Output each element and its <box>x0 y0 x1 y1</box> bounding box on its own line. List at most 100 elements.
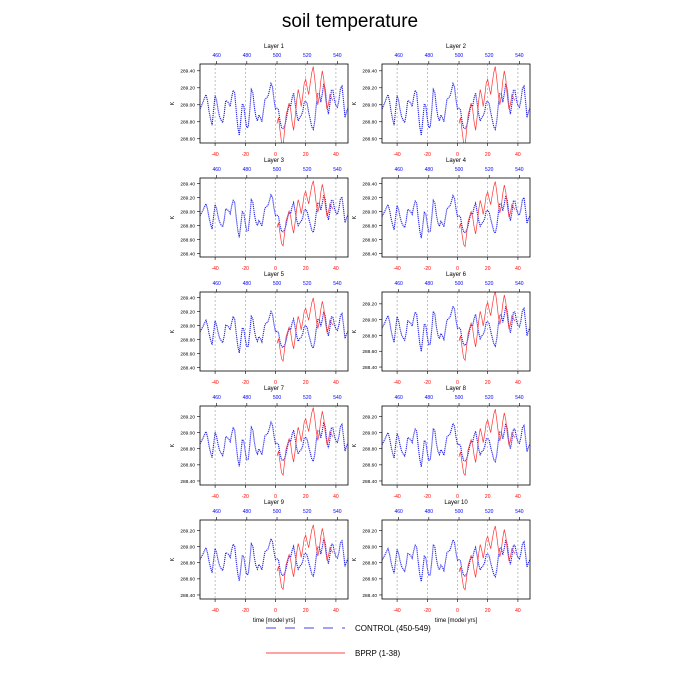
x-tick-label-bottom: 20 <box>485 266 491 272</box>
x-tick-label-bottom: -40 <box>393 152 400 158</box>
panel-title: Layer 7 <box>264 386 285 392</box>
x-tick-label-bottom: -40 <box>393 608 400 614</box>
y-tick-label: 289.20 <box>362 302 377 308</box>
y-tick-label: 289.20 <box>362 195 377 201</box>
x-tick-label-top: 540 <box>515 167 524 173</box>
panels-grid: Layer 1 -40 -20 0 20 40 460 480 500 520 540 288.60 2… <box>170 44 531 624</box>
y-tick-label: 288.60 <box>180 237 195 243</box>
x-tick-label-bottom: 40 <box>515 494 521 500</box>
x-tick-label-top: 500 <box>455 509 464 515</box>
y-tick-label: 288.60 <box>362 137 377 143</box>
y-tick-label: 288.80 <box>180 337 195 343</box>
x-tick-label-top: 480 <box>425 53 434 59</box>
y-tick-label: 288.40 <box>180 251 195 257</box>
x-tick-label-bottom: 20 <box>303 380 309 386</box>
y-tick-label: 289.40 <box>362 181 377 187</box>
x-tick-label-bottom: 20 <box>485 608 491 614</box>
x-tick-label-top: 480 <box>425 509 434 515</box>
x-tick-label-bottom: -40 <box>211 152 218 158</box>
x-tick-label-bottom: -20 <box>242 266 249 272</box>
legend: CONTROL (450-549) BPRP (1-38) <box>266 624 431 658</box>
x-tick-label-top: 500 <box>455 395 464 401</box>
x-tick-label-top: 460 <box>212 281 221 287</box>
x-tick-label-top: 500 <box>455 53 464 59</box>
y-tick-label: 289.20 <box>362 414 377 420</box>
y-tick-label: 289.00 <box>180 544 195 550</box>
x-tick-label-top: 540 <box>333 281 342 287</box>
y-tick-label: 288.80 <box>180 223 195 229</box>
y-tick-label: 288.80 <box>362 561 377 567</box>
x-tick-label-bottom: 40 <box>333 152 339 158</box>
x-tick-label-bottom: -20 <box>424 152 431 158</box>
x-tick-label-bottom: -20 <box>242 494 249 500</box>
y-tick-label: 288.80 <box>362 120 377 126</box>
series-control-line <box>382 81 530 136</box>
y-tick-label: 288.60 <box>180 351 195 357</box>
y-tick-label: 288.40 <box>362 365 377 371</box>
x-tick-label-top: 500 <box>455 281 464 287</box>
x-tick-label-bottom: 40 <box>515 608 521 614</box>
plot-frame <box>381 519 531 600</box>
x-tick-label-bottom: 0 <box>456 494 459 500</box>
x-tick-label-bottom: -20 <box>242 380 249 386</box>
panel-4: Layer 4 -40 -20 0 20 40 460 480 500 520 540 288.40 2… <box>352 158 531 272</box>
x-axis-label: time [model yrs] <box>253 618 296 624</box>
x-tick-label-top: 480 <box>243 281 252 287</box>
x-tick-label-top: 480 <box>425 281 434 287</box>
x-tick-label-bottom: 20 <box>303 608 309 614</box>
plot-frame <box>381 63 531 144</box>
x-tick-label-top: 520 <box>485 167 494 173</box>
x-tick-label-top: 460 <box>212 395 221 401</box>
plot-frame <box>199 519 349 600</box>
x-tick-label-bottom: 0 <box>274 494 277 500</box>
series-bprp-line <box>458 409 516 477</box>
x-tick-label-top: 520 <box>485 509 494 515</box>
panel-9: Layer 9 -40 -20 0 20 40 460 480 500 520 540 288.40 2… <box>170 500 349 624</box>
x-tick-label-top: 460 <box>394 395 403 401</box>
y-tick-label: 288.80 <box>180 561 195 567</box>
y-tick-label: 288.40 <box>362 479 377 485</box>
y-tick-label: 289.40 <box>362 69 377 75</box>
x-axis-label: time [model yrs] <box>435 618 478 624</box>
panel-title: Layer 6 <box>446 272 467 278</box>
x-tick-label-top: 520 <box>485 281 494 287</box>
y-axis-label: K <box>170 101 176 105</box>
y-axis-label: K <box>352 557 358 561</box>
y-tick-label: 288.80 <box>180 120 195 126</box>
y-tick-label: 289.00 <box>180 209 195 215</box>
y-axis-label: K <box>352 101 358 105</box>
x-tick-label-top: 480 <box>243 167 252 173</box>
x-tick-label-top: 520 <box>485 395 494 401</box>
x-tick-label-bottom: -40 <box>211 380 218 386</box>
x-tick-label-bottom: 40 <box>515 380 521 386</box>
y-tick-label: 288.80 <box>362 223 377 229</box>
x-tick-label-top: 460 <box>212 167 221 173</box>
plot-frame <box>381 291 531 372</box>
x-tick-label-top: 520 <box>485 53 494 59</box>
y-axis-label: K <box>170 557 176 561</box>
x-tick-label-top: 500 <box>273 509 282 515</box>
x-tick-label-bottom: -20 <box>424 380 431 386</box>
x-tick-label-bottom: 0 <box>274 152 277 158</box>
x-tick-label-top: 480 <box>243 509 252 515</box>
panel-title: Layer 1 <box>264 44 285 50</box>
series-control-line <box>200 537 348 582</box>
x-tick-label-bottom: 40 <box>333 608 339 614</box>
plot-frame <box>199 177 349 258</box>
x-tick-label-bottom: -20 <box>424 608 431 614</box>
x-tick-label-bottom: 0 <box>456 608 459 614</box>
x-tick-label-top: 540 <box>333 53 342 59</box>
x-tick-label-top: 480 <box>425 167 434 173</box>
legend-bprp-label: BPRP (1-38) <box>355 649 401 658</box>
figure-title: soil temperature <box>282 11 418 32</box>
series-bprp-line <box>458 292 516 362</box>
series-control-line <box>382 538 530 582</box>
x-tick-label-top: 460 <box>212 53 221 59</box>
x-tick-label-bottom: -40 <box>393 494 400 500</box>
x-tick-label-bottom: 20 <box>303 494 309 500</box>
x-tick-label-bottom: 40 <box>333 380 339 386</box>
x-tick-label-top: 540 <box>515 281 524 287</box>
y-tick-label: 289.20 <box>180 86 195 92</box>
y-tick-label: 289.40 <box>180 181 195 187</box>
x-tick-label-top: 520 <box>303 395 312 401</box>
